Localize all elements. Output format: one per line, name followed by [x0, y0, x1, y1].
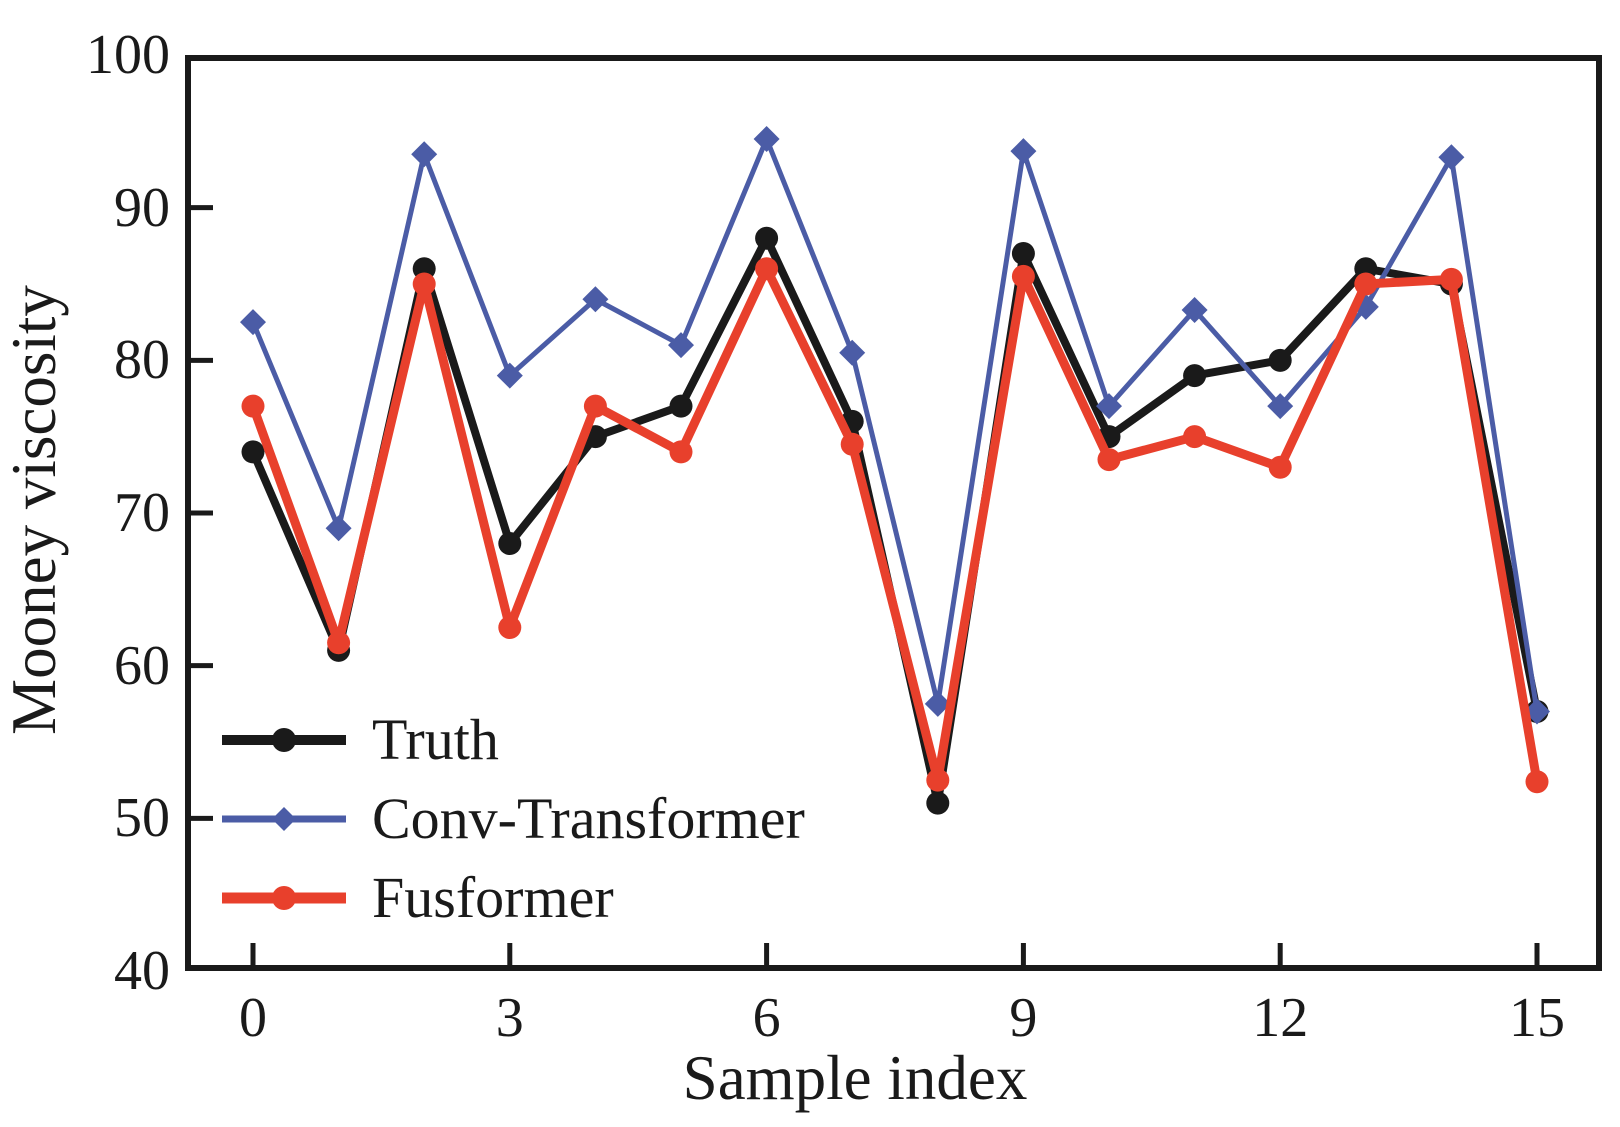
data-point-circle — [241, 394, 265, 418]
legend-label-truth: Truth — [372, 707, 499, 772]
data-point-circle — [669, 394, 693, 418]
legend-label-conv-transformer: Conv-Transformer — [372, 786, 805, 851]
legend-line-sample-conv-transformer — [222, 783, 346, 855]
data-point-diamond — [668, 332, 694, 359]
y-axis-title: Mooney viscosity — [0, 285, 69, 735]
data-point-circle — [755, 257, 779, 281]
circle-marker-icon — [272, 886, 296, 910]
data-point-diamond — [496, 362, 523, 389]
data-point-diamond — [1267, 393, 1294, 420]
data-point-diamond — [582, 286, 609, 313]
legend-item-fusformer: Fusformer — [222, 862, 805, 934]
data-point-circle — [669, 440, 693, 464]
x-axis-title: Sample index — [682, 1043, 1028, 1113]
legend-item-conv-transformer: Conv-Transformer — [222, 783, 805, 855]
data-point-diamond — [839, 339, 866, 366]
data-point-circle — [1097, 448, 1121, 472]
axis-frame — [185, 55, 1602, 971]
data-point-diamond — [1181, 296, 1208, 323]
series-line-conv-transformer — [250, 136, 1540, 712]
data-point-diamond — [240, 309, 266, 336]
data-point-diamond — [753, 125, 780, 152]
data-point-circle — [1525, 770, 1549, 794]
data-point-circle — [1268, 348, 1292, 372]
data-point-circle — [241, 440, 265, 464]
data-point-circle — [926, 768, 950, 792]
data-point-circle — [926, 791, 950, 815]
data-point-circle — [1354, 272, 1378, 296]
data-point-circle — [583, 394, 607, 418]
data-point-diamond — [1010, 138, 1037, 165]
legend-item-truth: Truth — [222, 704, 805, 776]
legend-label-fusformer: Fusformer — [372, 865, 614, 930]
data-point-circle — [412, 272, 436, 296]
data-point-circle — [840, 432, 864, 456]
data-point-circle — [1011, 241, 1035, 265]
legend-line-sample-fusformer — [222, 862, 346, 934]
data-point-circle — [327, 631, 351, 655]
series-line-fusformer — [248, 264, 1542, 785]
legend: Truth Conv-Transformer Fusformer — [222, 704, 805, 941]
data-point-circle — [498, 532, 522, 556]
data-point-circle — [1268, 455, 1292, 479]
data-point-diamond — [325, 515, 352, 542]
data-point-diamond — [924, 690, 951, 717]
diamond-marker-icon — [271, 806, 297, 832]
data-point-circle — [755, 226, 779, 250]
data-point-circle — [1439, 267, 1463, 291]
legend-line-sample-truth — [222, 704, 346, 776]
data-point-diamond — [411, 141, 438, 168]
data-point-diamond — [1096, 393, 1122, 420]
data-point-circle — [1183, 364, 1207, 388]
data-point-diamond — [1438, 144, 1465, 171]
data-point-circle — [1183, 425, 1207, 449]
data-point-circle — [498, 616, 522, 639]
data-point-circle — [1011, 264, 1035, 288]
circle-marker-icon — [272, 728, 296, 752]
